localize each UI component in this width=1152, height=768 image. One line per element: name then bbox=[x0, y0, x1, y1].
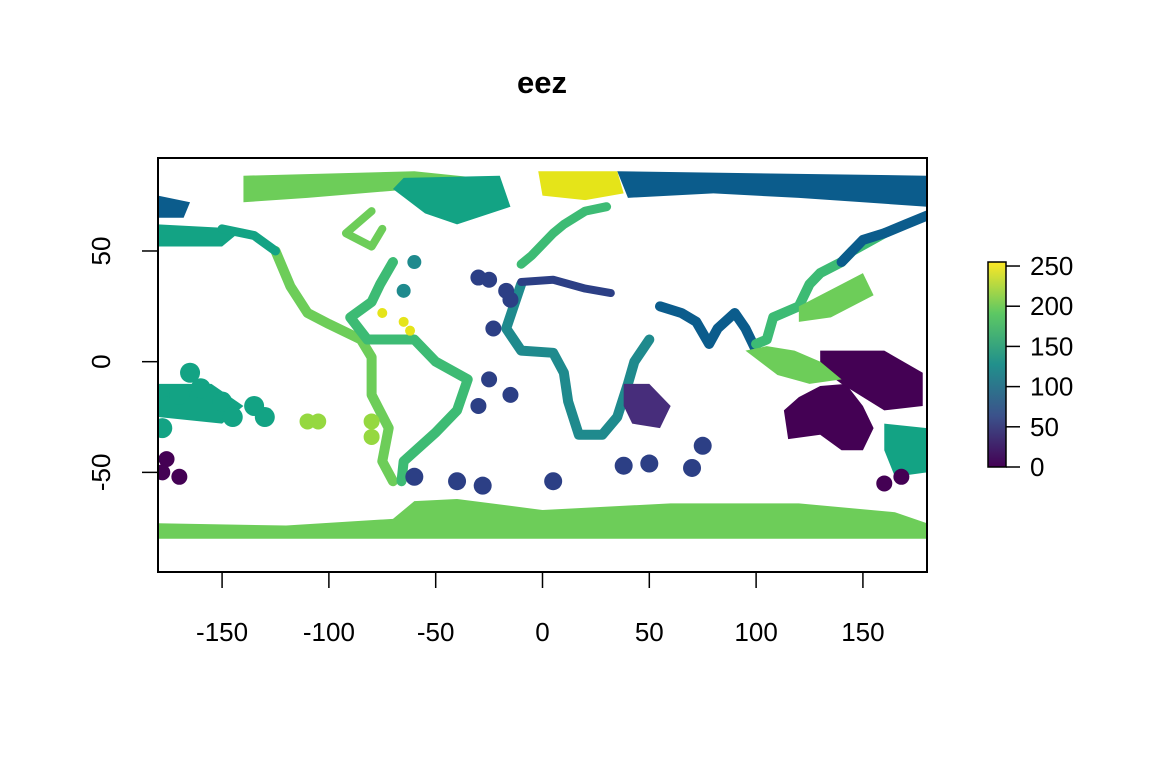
color-legend: 0 50 100 150 200 250 bbox=[987, 251, 1073, 482]
australia-eez bbox=[783, 383, 874, 451]
africa-coast bbox=[501, 279, 655, 440]
x-tick-label: -100 bbox=[303, 617, 355, 647]
alaska-west-eez bbox=[158, 195, 191, 218]
russia-arctic-eez bbox=[617, 171, 927, 207]
russia-pacific-coast bbox=[836, 210, 927, 268]
eez-island-zone bbox=[363, 428, 380, 445]
y-axis: -50 0 50 bbox=[86, 237, 159, 492]
eez-island-zone bbox=[481, 271, 498, 288]
europe-atlantic-coast bbox=[516, 202, 612, 269]
hudson-bay-coast bbox=[341, 207, 387, 251]
eez-island-zone bbox=[481, 371, 498, 388]
indonesia-eez bbox=[745, 346, 842, 384]
mediterranean-south-coast bbox=[517, 275, 615, 298]
eez-island-zone bbox=[363, 413, 380, 430]
eez-island-zone bbox=[377, 307, 388, 318]
eez-island-zone bbox=[470, 397, 487, 414]
y-tick-label: 50 bbox=[86, 237, 116, 266]
alaska-coast bbox=[217, 224, 280, 256]
x-axis: -150 -100 -50 0 50 100 150 bbox=[196, 571, 885, 647]
eez-island-zone bbox=[212, 391, 233, 412]
eez-island-zone bbox=[544, 472, 563, 491]
y-tick-label: -50 bbox=[86, 454, 116, 492]
eez-island-zone bbox=[158, 418, 173, 439]
x-tick-label: 0 bbox=[535, 617, 549, 647]
legend-tick-label: 100 bbox=[1030, 372, 1073, 402]
x-tick-label: 150 bbox=[841, 617, 884, 647]
x-tick-label: 100 bbox=[734, 617, 777, 647]
legend-tick-label: 250 bbox=[1030, 251, 1073, 281]
eez-island-zone bbox=[502, 386, 519, 403]
eez-island-zone bbox=[396, 283, 411, 298]
eez-island-zone bbox=[407, 255, 422, 270]
eez-island-zone bbox=[398, 316, 409, 327]
x-tick-label: -150 bbox=[196, 617, 248, 647]
chart-title: eez bbox=[517, 65, 567, 100]
greenland-eez bbox=[392, 175, 511, 225]
americas-atlantic-coast bbox=[345, 257, 473, 487]
eez-island-zone bbox=[405, 325, 416, 336]
eez-island-zone bbox=[502, 291, 519, 308]
eez-island-zone bbox=[171, 468, 188, 485]
south-asia-coast bbox=[654, 301, 762, 356]
eez-island-zone bbox=[473, 476, 492, 495]
oceania-west-eez bbox=[820, 350, 923, 411]
eez-island-zone bbox=[169, 384, 190, 405]
x-tick-label: 50 bbox=[635, 617, 664, 647]
eez-island-zone bbox=[448, 472, 467, 491]
eez-island-zone bbox=[222, 407, 243, 428]
eez-island-zone bbox=[180, 362, 201, 383]
eez-island-zone bbox=[310, 413, 327, 430]
legend-tick-label: 150 bbox=[1030, 331, 1073, 361]
legend-tick-label: 0 bbox=[1030, 452, 1044, 482]
eez-island-zone bbox=[485, 320, 502, 337]
new-zealand-eez bbox=[884, 423, 927, 477]
color-legend-bar bbox=[987, 261, 1007, 468]
color-legend-ticks: 0 50 100 150 200 250 bbox=[1006, 251, 1073, 482]
eez-island-zone bbox=[158, 451, 175, 468]
eez-raster-layer bbox=[158, 171, 927, 539]
eez-island-zone bbox=[190, 378, 211, 399]
x-tick-label: -50 bbox=[417, 617, 455, 647]
eez-island-zone bbox=[405, 467, 424, 486]
eez-island-zone bbox=[683, 458, 702, 477]
eez-island-zone bbox=[893, 468, 910, 485]
eez-island-zone bbox=[254, 407, 275, 428]
japan-philippines-eez bbox=[798, 273, 874, 322]
antarctica-eez bbox=[158, 498, 927, 539]
svalbard-eez bbox=[538, 171, 624, 201]
madagascar-eez bbox=[623, 383, 671, 429]
legend-tick-label: 50 bbox=[1030, 412, 1059, 442]
americas-pacific-coast bbox=[270, 245, 398, 487]
eez-island-zone bbox=[693, 436, 712, 455]
eez-island-zone bbox=[640, 454, 659, 473]
eez-island-zone bbox=[158, 464, 171, 481]
eez-island-zone bbox=[614, 456, 633, 475]
legend-tick-label: 200 bbox=[1030, 291, 1073, 321]
eez-island-zone bbox=[876, 475, 893, 492]
y-tick-label: 0 bbox=[86, 354, 116, 368]
